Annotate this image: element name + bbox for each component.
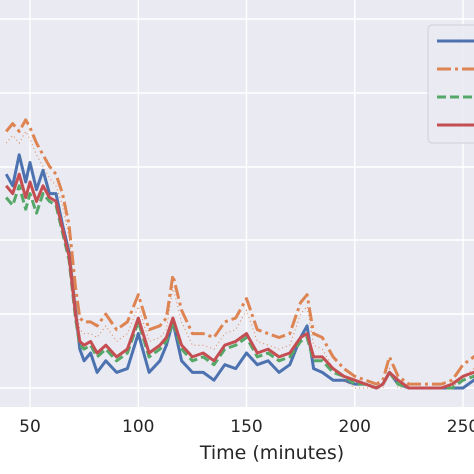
series-line-4: [5, 172, 474, 390]
x-tick-label: 200: [339, 417, 371, 437]
series-line-2: [5, 118, 474, 386]
x-tick-labels: 50 100 150 200 250: [19, 417, 474, 437]
x-tick-label: 100: [122, 417, 154, 437]
x-tick-label: 50: [19, 417, 41, 437]
x-tick-label: 150: [230, 417, 262, 437]
x-tick-label: 250: [447, 417, 474, 437]
legend: [427, 24, 474, 144]
x-axis-label: Time (minutes): [199, 442, 344, 464]
series-layer: [4, 118, 474, 390]
grid-horizontal: [0, 18, 474, 389]
legend-box: [427, 24, 474, 144]
